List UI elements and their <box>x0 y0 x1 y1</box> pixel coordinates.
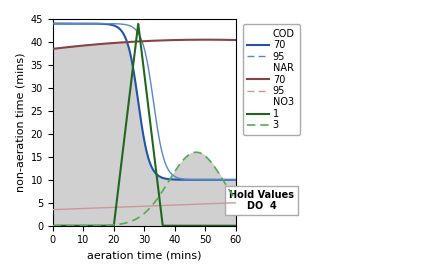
X-axis label: aeration time (mins): aeration time (mins) <box>87 251 202 261</box>
Legend: COD, 70, 95, NAR, 70, 95, NO3, 1, 3: COD, 70, 95, NAR, 70, 95, NO3, 1, 3 <box>243 24 300 135</box>
Polygon shape <box>53 42 236 226</box>
Text: Hold Values
DO  4: Hold Values DO 4 <box>229 190 294 211</box>
Y-axis label: non-aeration time (mins): non-aeration time (mins) <box>15 53 25 192</box>
